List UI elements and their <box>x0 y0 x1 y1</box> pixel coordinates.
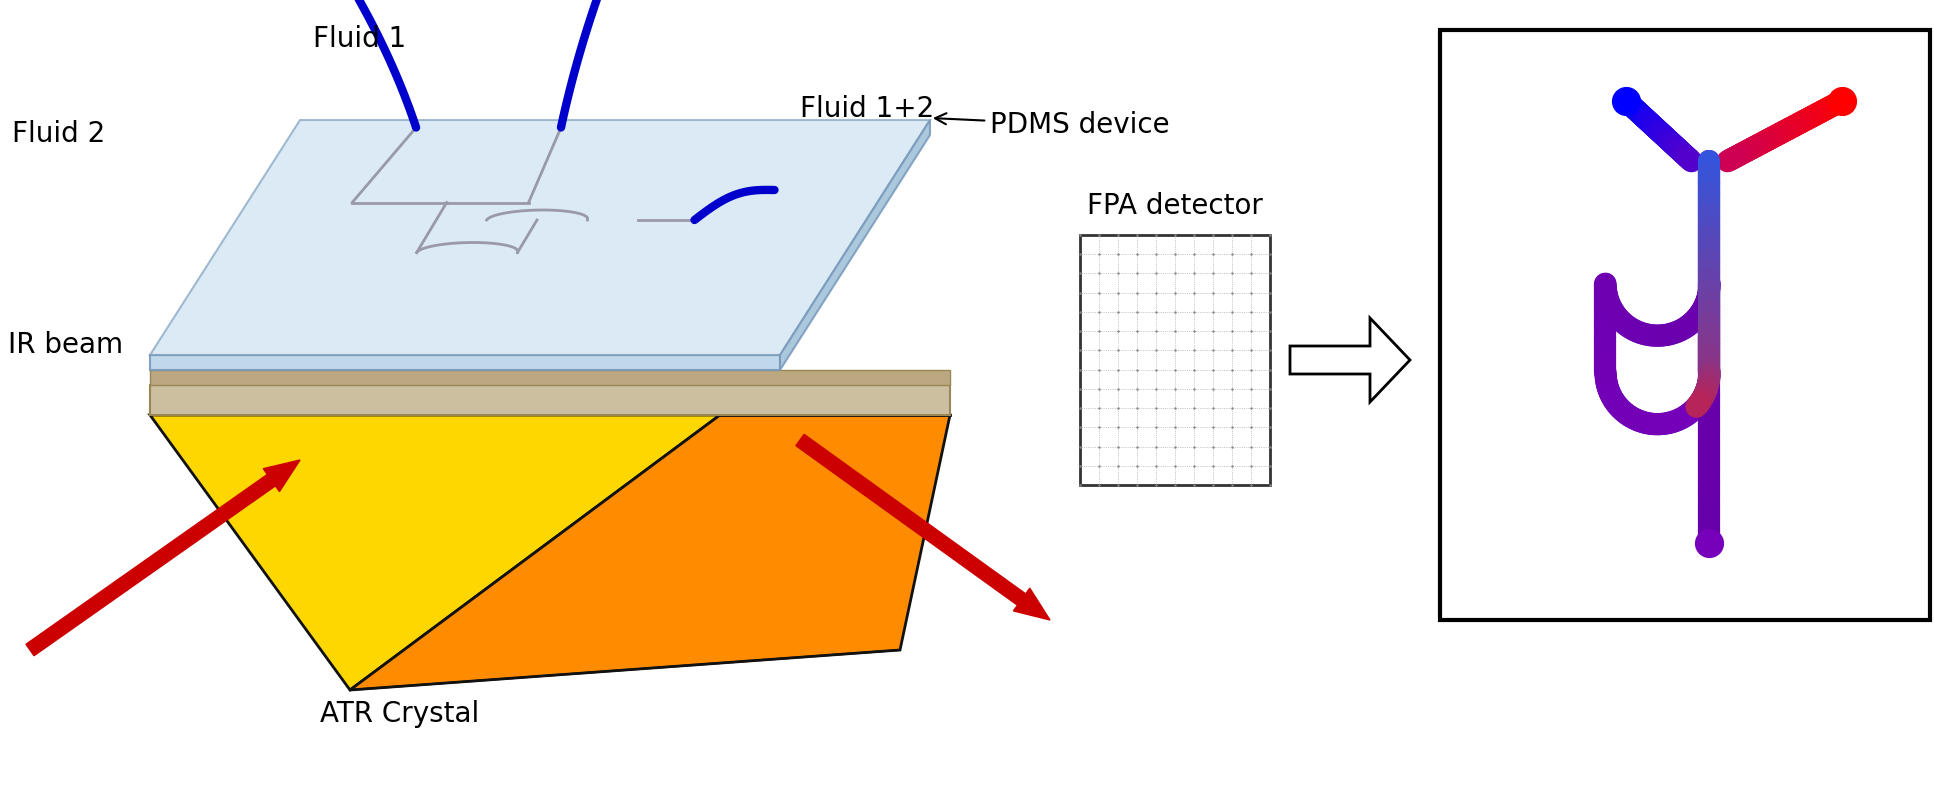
FancyArrow shape <box>797 434 1050 620</box>
Polygon shape <box>151 120 930 355</box>
Polygon shape <box>350 415 950 690</box>
Bar <box>1079 235 1271 485</box>
Text: Fluid 1: Fluid 1 <box>313 25 406 53</box>
Text: ATR Crystal: ATR Crystal <box>321 700 480 728</box>
Text: IR beam: IR beam <box>8 331 124 359</box>
Text: FPA detector: FPA detector <box>1087 192 1263 220</box>
Polygon shape <box>151 355 779 370</box>
Polygon shape <box>151 370 950 385</box>
FancyArrow shape <box>25 460 300 656</box>
Bar <box>1441 30 1930 620</box>
Text: Fluid 2: Fluid 2 <box>12 120 104 148</box>
Text: PDMS device: PDMS device <box>936 111 1170 139</box>
Polygon shape <box>779 120 930 370</box>
Polygon shape <box>151 415 719 690</box>
Polygon shape <box>151 385 950 415</box>
Polygon shape <box>1290 318 1410 402</box>
Text: Fluid 1+2: Fluid 1+2 <box>801 95 934 123</box>
